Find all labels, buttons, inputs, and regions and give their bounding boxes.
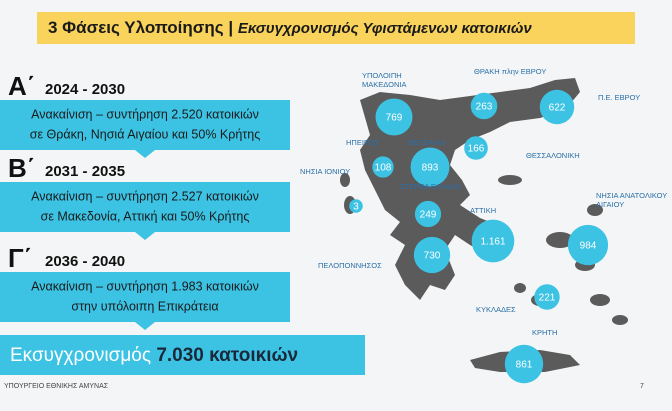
region-value: 984 [580, 241, 597, 252]
phase-text: στην υπόλοιπη Επικράτεια [71, 299, 218, 313]
region-bubble [413, 236, 451, 274]
region-value: 861 [516, 360, 533, 371]
region-value: 893 [422, 163, 439, 174]
total-line: Εκσυγχρονισμός 7.030 κατοικιών [10, 345, 298, 366]
phase-letter: Β΄ [8, 153, 35, 183]
phase-box [0, 100, 290, 150]
region-bubble [470, 92, 498, 120]
phase-pointer [135, 232, 155, 240]
region-bubble [414, 200, 442, 228]
phase-text: σε Θράκη, Νησιά Αιγαίου και 50% Κρήτης [30, 127, 260, 141]
ministry: ΥΠΟΥΡΓΕΙΟ ΕΘΝΙΚΗΣ ΑΜΥΝΑΣ [4, 383, 109, 390]
total-box [0, 335, 365, 375]
title: 3 Φάσεις Υλοποίησης | [48, 18, 238, 37]
region-value: 249 [420, 210, 437, 221]
region-name: ΣΤΕΡΕΑ ΕΛΛΑΔΑ [400, 182, 461, 191]
region-bubble [471, 219, 515, 263]
phase-years: 2036 - 2040 [45, 253, 125, 270]
region-name: ΗΠΕΙΡΟΣ [346, 138, 380, 147]
region-value: 1.161 [480, 237, 505, 248]
phase-text: Ανακαίνιση – συντήρηση 2.520 κατοικιών [31, 107, 259, 121]
region-bubble [504, 344, 544, 384]
region-name: ΘΕΣΣΑΛΙΑ [408, 138, 445, 147]
region-value: 730 [424, 251, 441, 262]
phase-pointer [135, 150, 155, 158]
region-bubble [567, 224, 609, 266]
region-bubble [410, 147, 450, 187]
phase-pointer [135, 322, 155, 330]
region-name: ΚΡΗΤΗ [532, 328, 557, 337]
region-value: 263 [476, 102, 493, 113]
region-name: Π.Ε. ΕΒΡΟΥ [598, 93, 640, 102]
total-amount: 7.030 κατοικιών [156, 345, 298, 366]
title-line: 3 Φάσεις Υλοποίησης | Εκσυγχρονισμός Υφι… [48, 18, 532, 37]
region-value: 622 [549, 103, 566, 114]
phase-letter: Α΄ [8, 71, 35, 101]
phase-letter: Γ΄ [8, 243, 32, 273]
region-name: ΠΕΛΟΠΟΝΝΗΣΟΣ [318, 261, 382, 270]
region-bubble [349, 199, 363, 213]
phase-years: 2024 - 2030 [45, 81, 125, 98]
region-name: ΜΑΚΕΔΟΝΙΑ [362, 80, 406, 89]
region-name: ΑΙΓΑΙΟΥ [596, 200, 624, 209]
region-name: ΘΡΑΚΗ πλην ΕΒΡΟΥ [474, 67, 546, 76]
region-bubble [464, 136, 488, 160]
region-name: ΝΗΣΙΑ ΑΝΑΤΟΛΙΚΟΥ [596, 191, 667, 200]
region-value: 769 [386, 113, 403, 124]
region-bubble [539, 89, 575, 125]
phase-box [0, 182, 290, 232]
region-bubble [534, 284, 560, 310]
region-value: 108 [375, 163, 392, 174]
region-name: ΝΗΣΙΑ ΙΟΝΙΟΥ [300, 167, 350, 176]
page-number: 7 [640, 383, 644, 390]
region-name: ΚΥΚΛΑΔΕΣ [476, 305, 516, 314]
region-bubble [375, 98, 413, 136]
region-bubble [372, 156, 394, 178]
subtitle: Εκσυγχρονισμός Υφιστάμενων κατοικιών [238, 20, 533, 37]
region-name: ΥΠΟΛΟΙΠΗ [362, 71, 402, 80]
phase-text: σε Μακεδονία, Αττική και 50% Κρήτης [41, 209, 250, 223]
phase-years: 2031 - 2035 [45, 163, 125, 180]
phase-box [0, 272, 290, 322]
region-value: 166 [468, 144, 485, 155]
region-value: 3 [353, 202, 359, 213]
total-text: Εκσυγχρονισμός [10, 345, 156, 366]
region-value: 221 [539, 293, 556, 304]
phase-text: Ανακαίνιση – συντήρηση 1.983 κατοικιών [31, 279, 259, 293]
title-banner [37, 12, 635, 44]
phases: Α΄ 2024 - 2030 Ανακαίνιση – συντήρηση 2.52… [0, 71, 290, 330]
region-name: ΘΕΣΣΑΛΟΝΙΚΗ [526, 151, 580, 160]
phase-text: Ανακαίνιση – συντήρηση 2.527 κατοικιών [31, 189, 259, 203]
region-name: ΑΤΤΙΚΗ [470, 206, 496, 215]
